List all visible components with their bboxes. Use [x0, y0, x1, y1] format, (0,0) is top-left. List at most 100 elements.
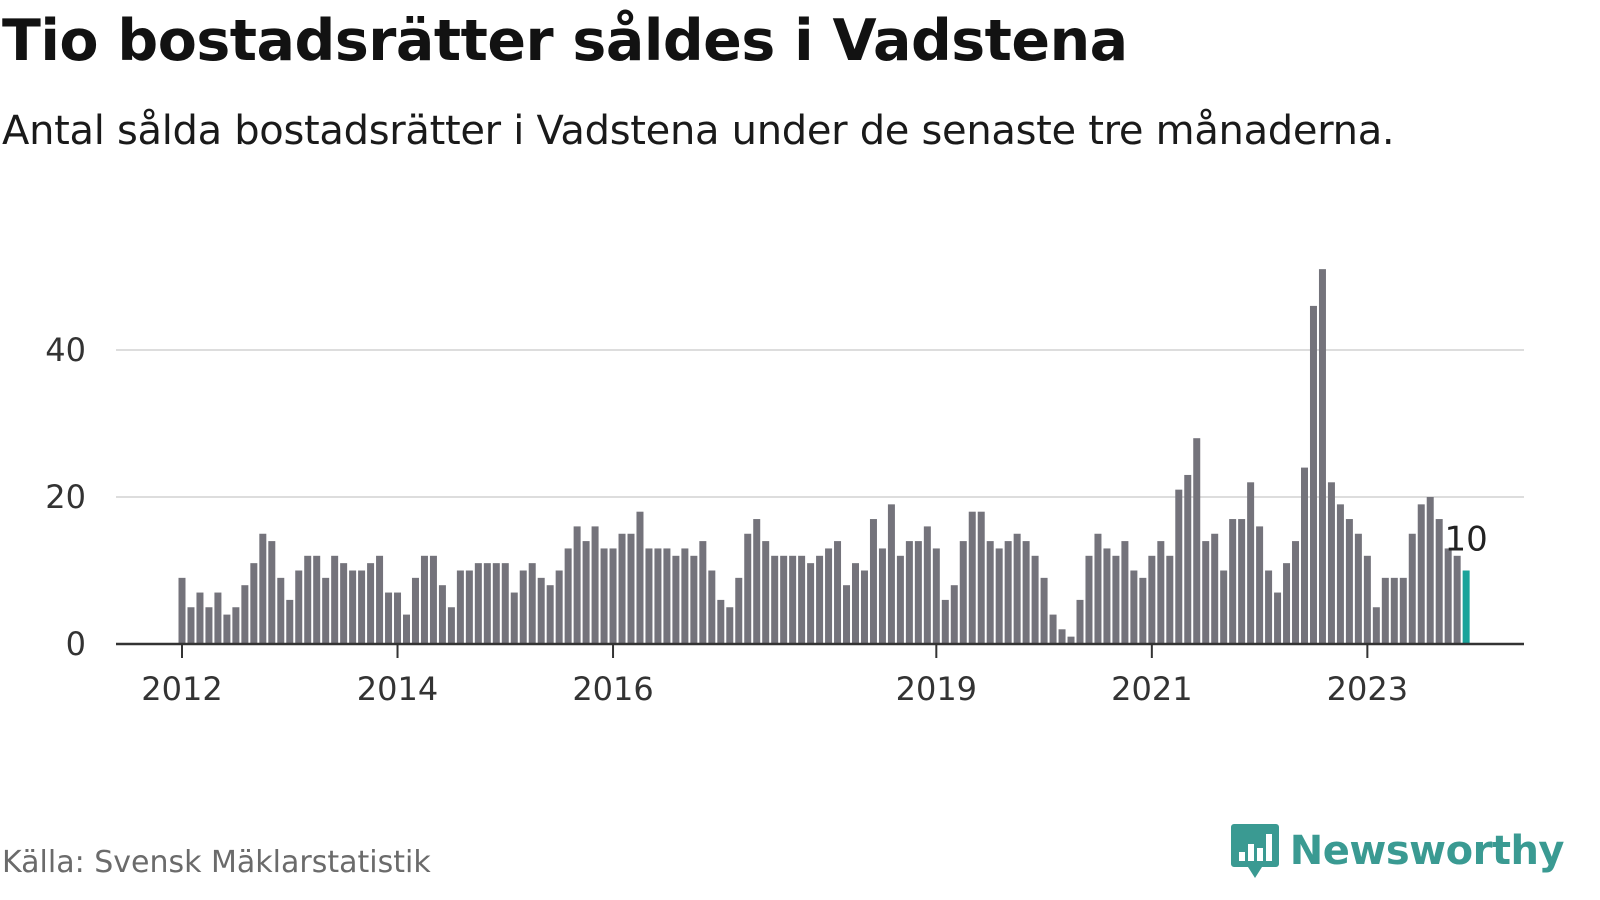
bar — [1148, 555, 1156, 644]
bar — [1175, 489, 1183, 644]
bar — [968, 511, 976, 644]
bar — [1408, 533, 1416, 644]
bar — [717, 599, 725, 644]
bar — [528, 563, 536, 644]
bar — [762, 541, 770, 644]
bar — [1390, 577, 1398, 644]
bar — [860, 570, 868, 644]
bar — [1103, 548, 1111, 644]
bar — [420, 555, 428, 644]
bar — [591, 526, 599, 644]
bar — [1094, 533, 1102, 644]
bar — [690, 555, 698, 644]
bar — [1354, 533, 1362, 644]
bar — [1130, 570, 1138, 644]
bar — [411, 577, 419, 644]
bar — [834, 541, 842, 644]
bar — [241, 585, 249, 644]
bar — [178, 577, 186, 644]
bar — [483, 563, 491, 644]
bar — [1166, 555, 1174, 644]
bar — [932, 548, 940, 644]
bar — [816, 555, 824, 644]
bar — [780, 555, 788, 644]
bar — [304, 555, 312, 644]
brand-logo[interactable]: Newsworthy — [1230, 822, 1565, 880]
bar-value-label: 10 — [1445, 520, 1488, 560]
bar — [1417, 504, 1425, 644]
bar — [1265, 570, 1273, 644]
bar-latest — [1462, 570, 1470, 644]
x-tick-label: 2012 — [141, 670, 222, 708]
bar — [1363, 555, 1371, 644]
bar — [501, 563, 509, 644]
bar — [807, 563, 815, 644]
bar — [465, 570, 473, 644]
bar — [456, 570, 464, 644]
bar — [789, 555, 797, 644]
bar — [986, 541, 994, 644]
bar — [537, 577, 545, 644]
bar — [519, 570, 527, 644]
bar — [600, 548, 608, 644]
x-tick-label: 2023 — [1327, 670, 1408, 708]
y-tick-label: 40 — [45, 331, 86, 369]
bar — [663, 548, 671, 644]
bar — [205, 607, 213, 644]
bar — [1058, 629, 1066, 644]
x-tick-label: 2016 — [572, 670, 653, 708]
bar — [1301, 467, 1308, 644]
bar — [896, 555, 904, 644]
bar — [187, 607, 195, 644]
bar — [367, 563, 375, 644]
bar — [385, 592, 393, 644]
bar — [313, 555, 321, 644]
y-tick-label: 20 — [45, 478, 86, 516]
bar — [753, 519, 761, 644]
bar — [627, 533, 635, 644]
bar — [510, 592, 518, 644]
bar — [232, 607, 240, 644]
bar — [1426, 497, 1434, 644]
bar — [1004, 541, 1012, 644]
bar — [447, 607, 455, 644]
chart-title: Tio bostadsrätter såldes i Vadstena — [2, 8, 1128, 74]
bar — [376, 555, 384, 644]
bar — [726, 607, 734, 644]
bar — [1345, 519, 1353, 644]
bar — [474, 563, 482, 644]
bar — [555, 570, 563, 644]
bar — [1121, 541, 1129, 644]
bar — [277, 577, 285, 644]
bar — [825, 548, 833, 644]
bar — [438, 585, 446, 644]
bar — [744, 533, 752, 644]
bar — [1049, 614, 1057, 644]
source-note: Källa: Svensk Mäklarstatistik — [2, 845, 431, 880]
bar — [394, 592, 402, 644]
chart-subtitle: Antal sålda bostadsrätter i Vadstena und… — [2, 108, 1395, 154]
bar — [852, 563, 859, 644]
grid-lines — [116, 349, 1524, 498]
bar — [286, 599, 294, 644]
bar — [923, 526, 931, 644]
bar — [1444, 548, 1452, 644]
bar — [995, 548, 1003, 644]
bar — [708, 570, 716, 644]
bar — [887, 504, 895, 644]
bar — [214, 592, 222, 644]
bar — [977, 511, 985, 644]
brand-name: Newsworthy — [1289, 828, 1565, 874]
bar — [798, 555, 806, 644]
bar — [1318, 269, 1326, 644]
bar — [1139, 577, 1147, 644]
bar — [869, 519, 877, 644]
bar — [645, 548, 653, 644]
bar — [1013, 533, 1021, 644]
bar — [1040, 577, 1048, 644]
bar — [546, 585, 554, 644]
bar — [403, 614, 410, 644]
bar — [1283, 563, 1291, 644]
bar — [1211, 533, 1219, 644]
bar — [681, 548, 689, 644]
